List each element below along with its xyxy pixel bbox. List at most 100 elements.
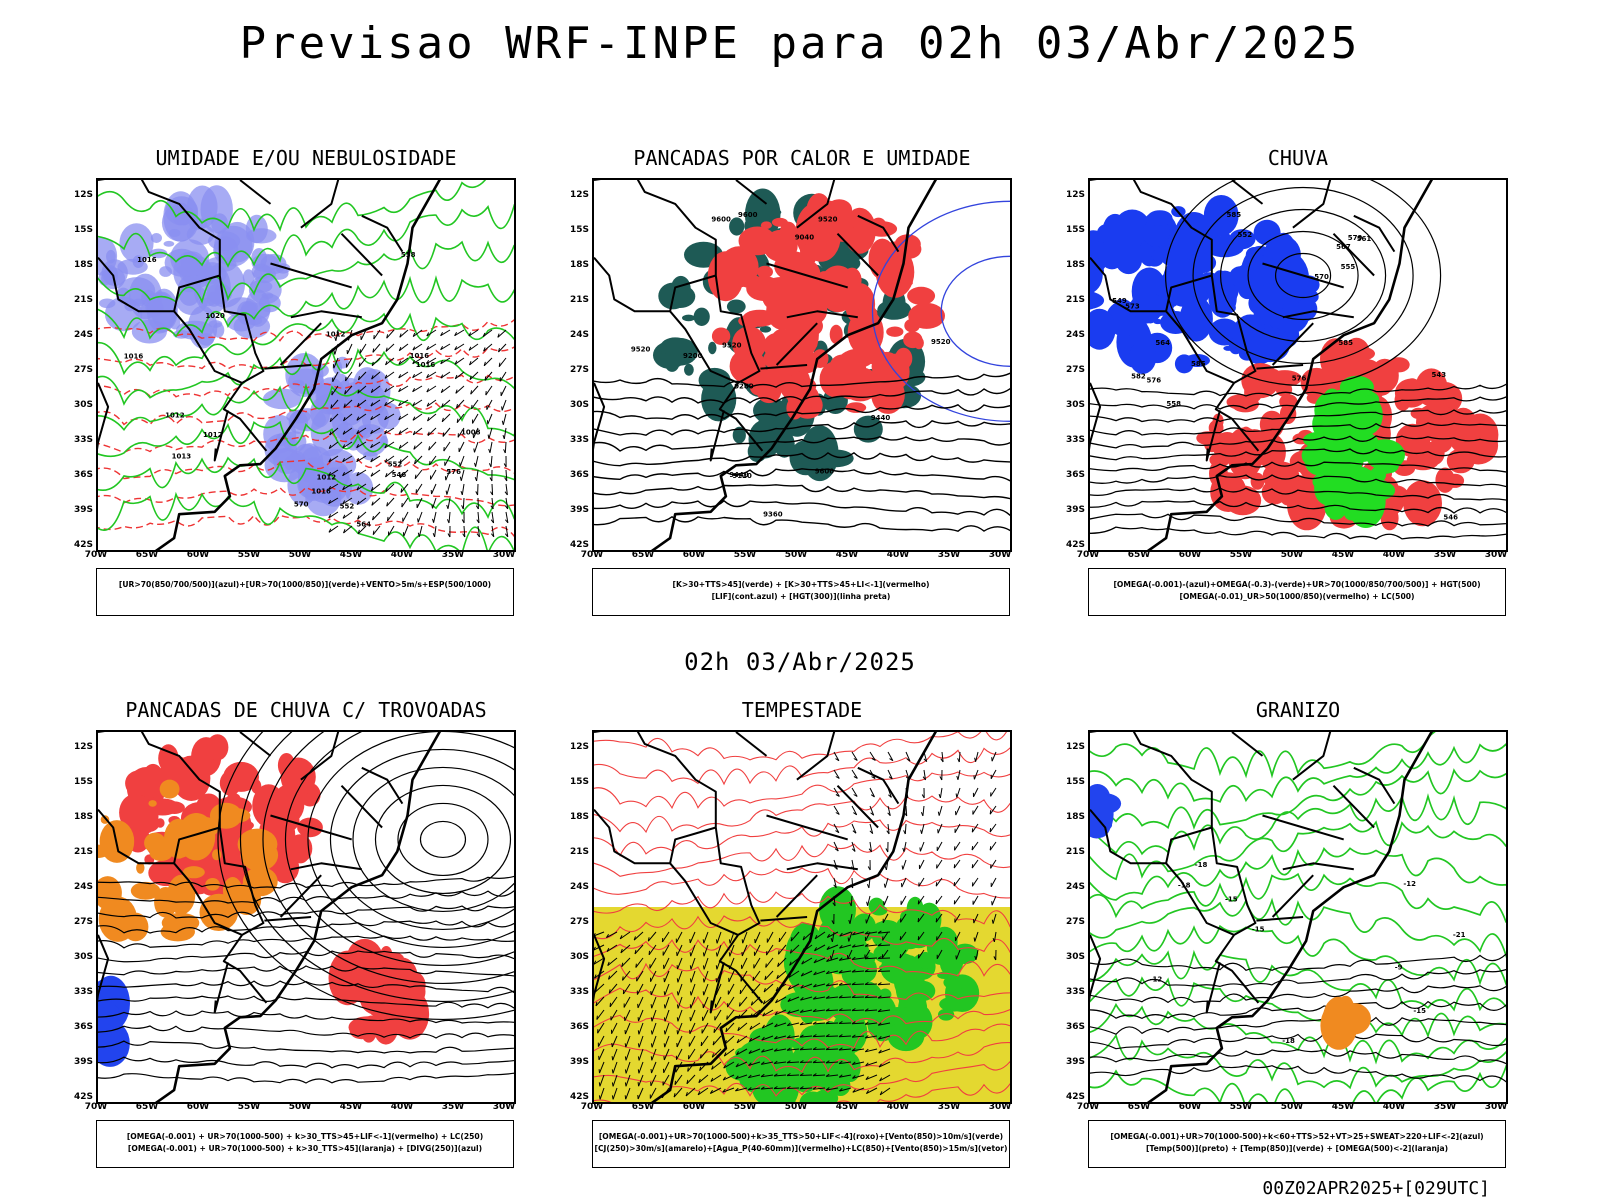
contour-line (1090, 500, 1506, 514)
wind-vector-head (935, 918, 938, 923)
wind-vector-head (786, 1047, 791, 1051)
wind-vector (971, 823, 979, 833)
wind-vector (878, 1035, 891, 1040)
wind-vector-head (429, 460, 431, 465)
wind-vector-head (491, 533, 495, 538)
shaded-area (1258, 433, 1286, 471)
shaded-area (943, 975, 968, 990)
wind-vector-head (864, 931, 869, 935)
wind-vector-head (440, 374, 444, 379)
wind-vector-head (328, 444, 332, 449)
map-frame (96, 730, 516, 1104)
contour-label: 576 (1147, 376, 1162, 384)
wind-vector-head (647, 937, 650, 942)
wind-vector-head (505, 519, 509, 524)
wind-vector (826, 957, 839, 962)
shaded-area (660, 337, 690, 356)
wind-vector (400, 483, 409, 493)
wind-vector-head (611, 1095, 614, 1100)
contour-line (397, 802, 489, 877)
wind-vector (741, 944, 748, 957)
wind-vector (852, 1035, 865, 1038)
shaded-area (800, 425, 839, 482)
wind-vector-head (877, 995, 882, 999)
wind-vector-head (825, 1033, 830, 1037)
wind-vector (954, 823, 961, 833)
wind-vector-head (384, 402, 388, 407)
contour-line (98, 935, 514, 949)
wind-vector (786, 1074, 800, 1077)
political-border (340, 233, 383, 277)
wind-vector (476, 469, 479, 481)
wind-vector-head (865, 919, 867, 924)
wind-vector (865, 1022, 878, 1025)
longitude-tick-label: 40W (886, 550, 910, 560)
wind-vector-head (864, 1008, 869, 1012)
wind-vector (742, 931, 748, 944)
wind-vector-head (594, 946, 596, 951)
political-border (1205, 962, 1221, 1014)
wind-vector (624, 1022, 631, 1035)
panel-legend: [K>30+TTS>45](verde) + [K>30+TTS>45+LI<-… (592, 568, 1010, 616)
contour-label: -12 (1403, 880, 1416, 888)
wind-vector-head (877, 968, 882, 972)
wind-vector-head (851, 1034, 856, 1038)
wind-vector-head (431, 504, 433, 509)
wind-vector-head (826, 933, 831, 938)
wind-vector-head (834, 848, 839, 852)
wind-vector-head (831, 920, 835, 925)
wind-vector-head (956, 775, 959, 780)
wind-vector (328, 511, 339, 519)
wind-vector (711, 1061, 722, 1070)
shaded-area (108, 829, 132, 849)
contour-label: 9600 (711, 216, 731, 224)
shaded-area (884, 241, 906, 258)
wind-vector-head (775, 986, 779, 992)
wind-vector (852, 1048, 865, 1052)
wind-vector-head (853, 812, 857, 816)
panel-title: PANCADAS DE CHUVA C/ TROVOADAS (125, 698, 487, 722)
political-border (735, 732, 768, 757)
wind-vector (799, 1048, 813, 1051)
wind-vector (426, 371, 437, 379)
model-run-stamp: 00Z02APR2025+[029UTC] (1262, 1178, 1490, 1199)
wind-vector-head (606, 947, 610, 952)
wind-vector-head (786, 1073, 791, 1077)
shaded-area (182, 866, 205, 879)
wind-vector (831, 931, 835, 942)
longitude-tick-label: 50W (288, 550, 312, 560)
wind-vector-head (412, 346, 416, 351)
longitude-tick-label: 30W (492, 1102, 516, 1112)
contour-label: 9440 (729, 471, 749, 479)
wind-vector (787, 1048, 800, 1051)
wind-vector-head (687, 1067, 689, 1072)
latitude-tick-label: 30S (569, 952, 589, 962)
wind-vector-head (838, 982, 843, 986)
wind-vector-head (689, 978, 692, 983)
wind-vector (991, 751, 997, 762)
wind-vector-head (838, 1074, 843, 1078)
longitude-tick-label: 60W (1178, 1102, 1202, 1112)
wind-vector (675, 931, 683, 943)
wind-vector-head (867, 866, 871, 871)
wind-vector-head (702, 952, 705, 957)
political-border (1262, 814, 1344, 841)
wind-vector-head (426, 374, 430, 379)
shaded-area (237, 828, 278, 860)
wind-vector (343, 399, 353, 408)
political-border (300, 732, 340, 781)
wind-vector (698, 1074, 709, 1084)
wind-vector-head (838, 969, 843, 974)
wind-vector-head (594, 974, 597, 979)
political-border (1090, 382, 1102, 450)
contour-label: -15 (1225, 896, 1238, 904)
wind-vector (812, 1048, 826, 1050)
wind-vector-head (595, 1001, 598, 1007)
wind-vector-head (334, 336, 337, 341)
shaded-area (772, 1042, 783, 1051)
shaded-area (277, 753, 296, 778)
wind-vector-head (440, 388, 444, 393)
wind-vector-head (747, 1087, 752, 1091)
wind-vector (833, 823, 840, 833)
shaded-area (919, 951, 932, 970)
